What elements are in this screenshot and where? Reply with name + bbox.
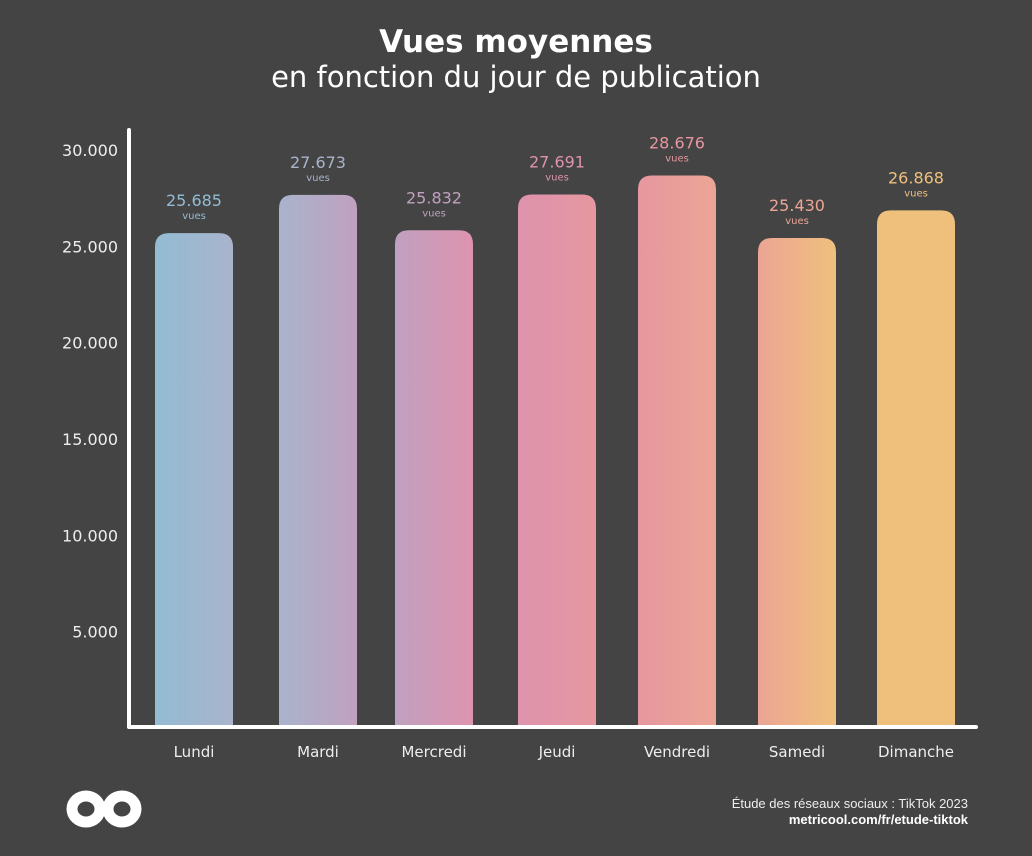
bar-mardi — [279, 194, 357, 729]
bar-dimanche — [877, 210, 955, 728]
footer-source: Étude des réseaux sociaux : TikTok 2023 — [731, 796, 968, 811]
data-label: 25.430 — [769, 196, 825, 215]
data-label: 27.673 — [290, 153, 346, 172]
y-tick-label: 25.000 — [62, 237, 118, 256]
x-tick-label: Vendredi — [644, 743, 710, 761]
x-tick-label: Mardi — [297, 743, 339, 761]
data-label: 27.691 — [529, 152, 585, 171]
data-label: 25.832 — [406, 188, 462, 207]
x-tick-label: Lundi — [174, 743, 215, 761]
x-tick-label: Dimanche — [878, 743, 954, 761]
chart-subtitle: en fonction du jour de publication — [271, 60, 761, 94]
y-tick-label: 15.000 — [62, 430, 118, 449]
bar-vendredi — [638, 175, 716, 729]
x-tick-label: Mercredi — [401, 743, 466, 761]
data-label-unit: vues — [904, 188, 928, 199]
y-tick-label: 20.000 — [62, 334, 118, 353]
bar-jeudi — [518, 194, 596, 728]
x-tick-label: Jeudi — [538, 743, 576, 761]
chart-title: Vues moyennes — [379, 24, 653, 60]
bar-mercredi — [395, 230, 473, 728]
data-label: 28.676 — [649, 134, 705, 153]
y-tick-label: 30.000 — [62, 141, 118, 160]
bar-lundi — [155, 233, 233, 728]
data-label-unit: vues — [785, 216, 809, 227]
metricool-logo — [66, 790, 142, 828]
y-tick-label: 10.000 — [62, 526, 118, 545]
bar-samedi — [758, 238, 836, 729]
data-label: 26.868 — [888, 168, 944, 187]
data-label: 25.685 — [166, 191, 222, 210]
data-label-unit: vues — [182, 211, 206, 222]
data-label-unit: vues — [545, 172, 569, 183]
data-label-unit: vues — [422, 208, 446, 219]
data-label-unit: vues — [665, 154, 689, 165]
footer-url[interactable]: metricool.com/fr/etude-tiktok — [788, 812, 968, 827]
data-label-unit: vues — [306, 173, 330, 184]
y-tick-label: 5.000 — [72, 623, 118, 642]
x-tick-label: Samedi — [769, 743, 825, 761]
